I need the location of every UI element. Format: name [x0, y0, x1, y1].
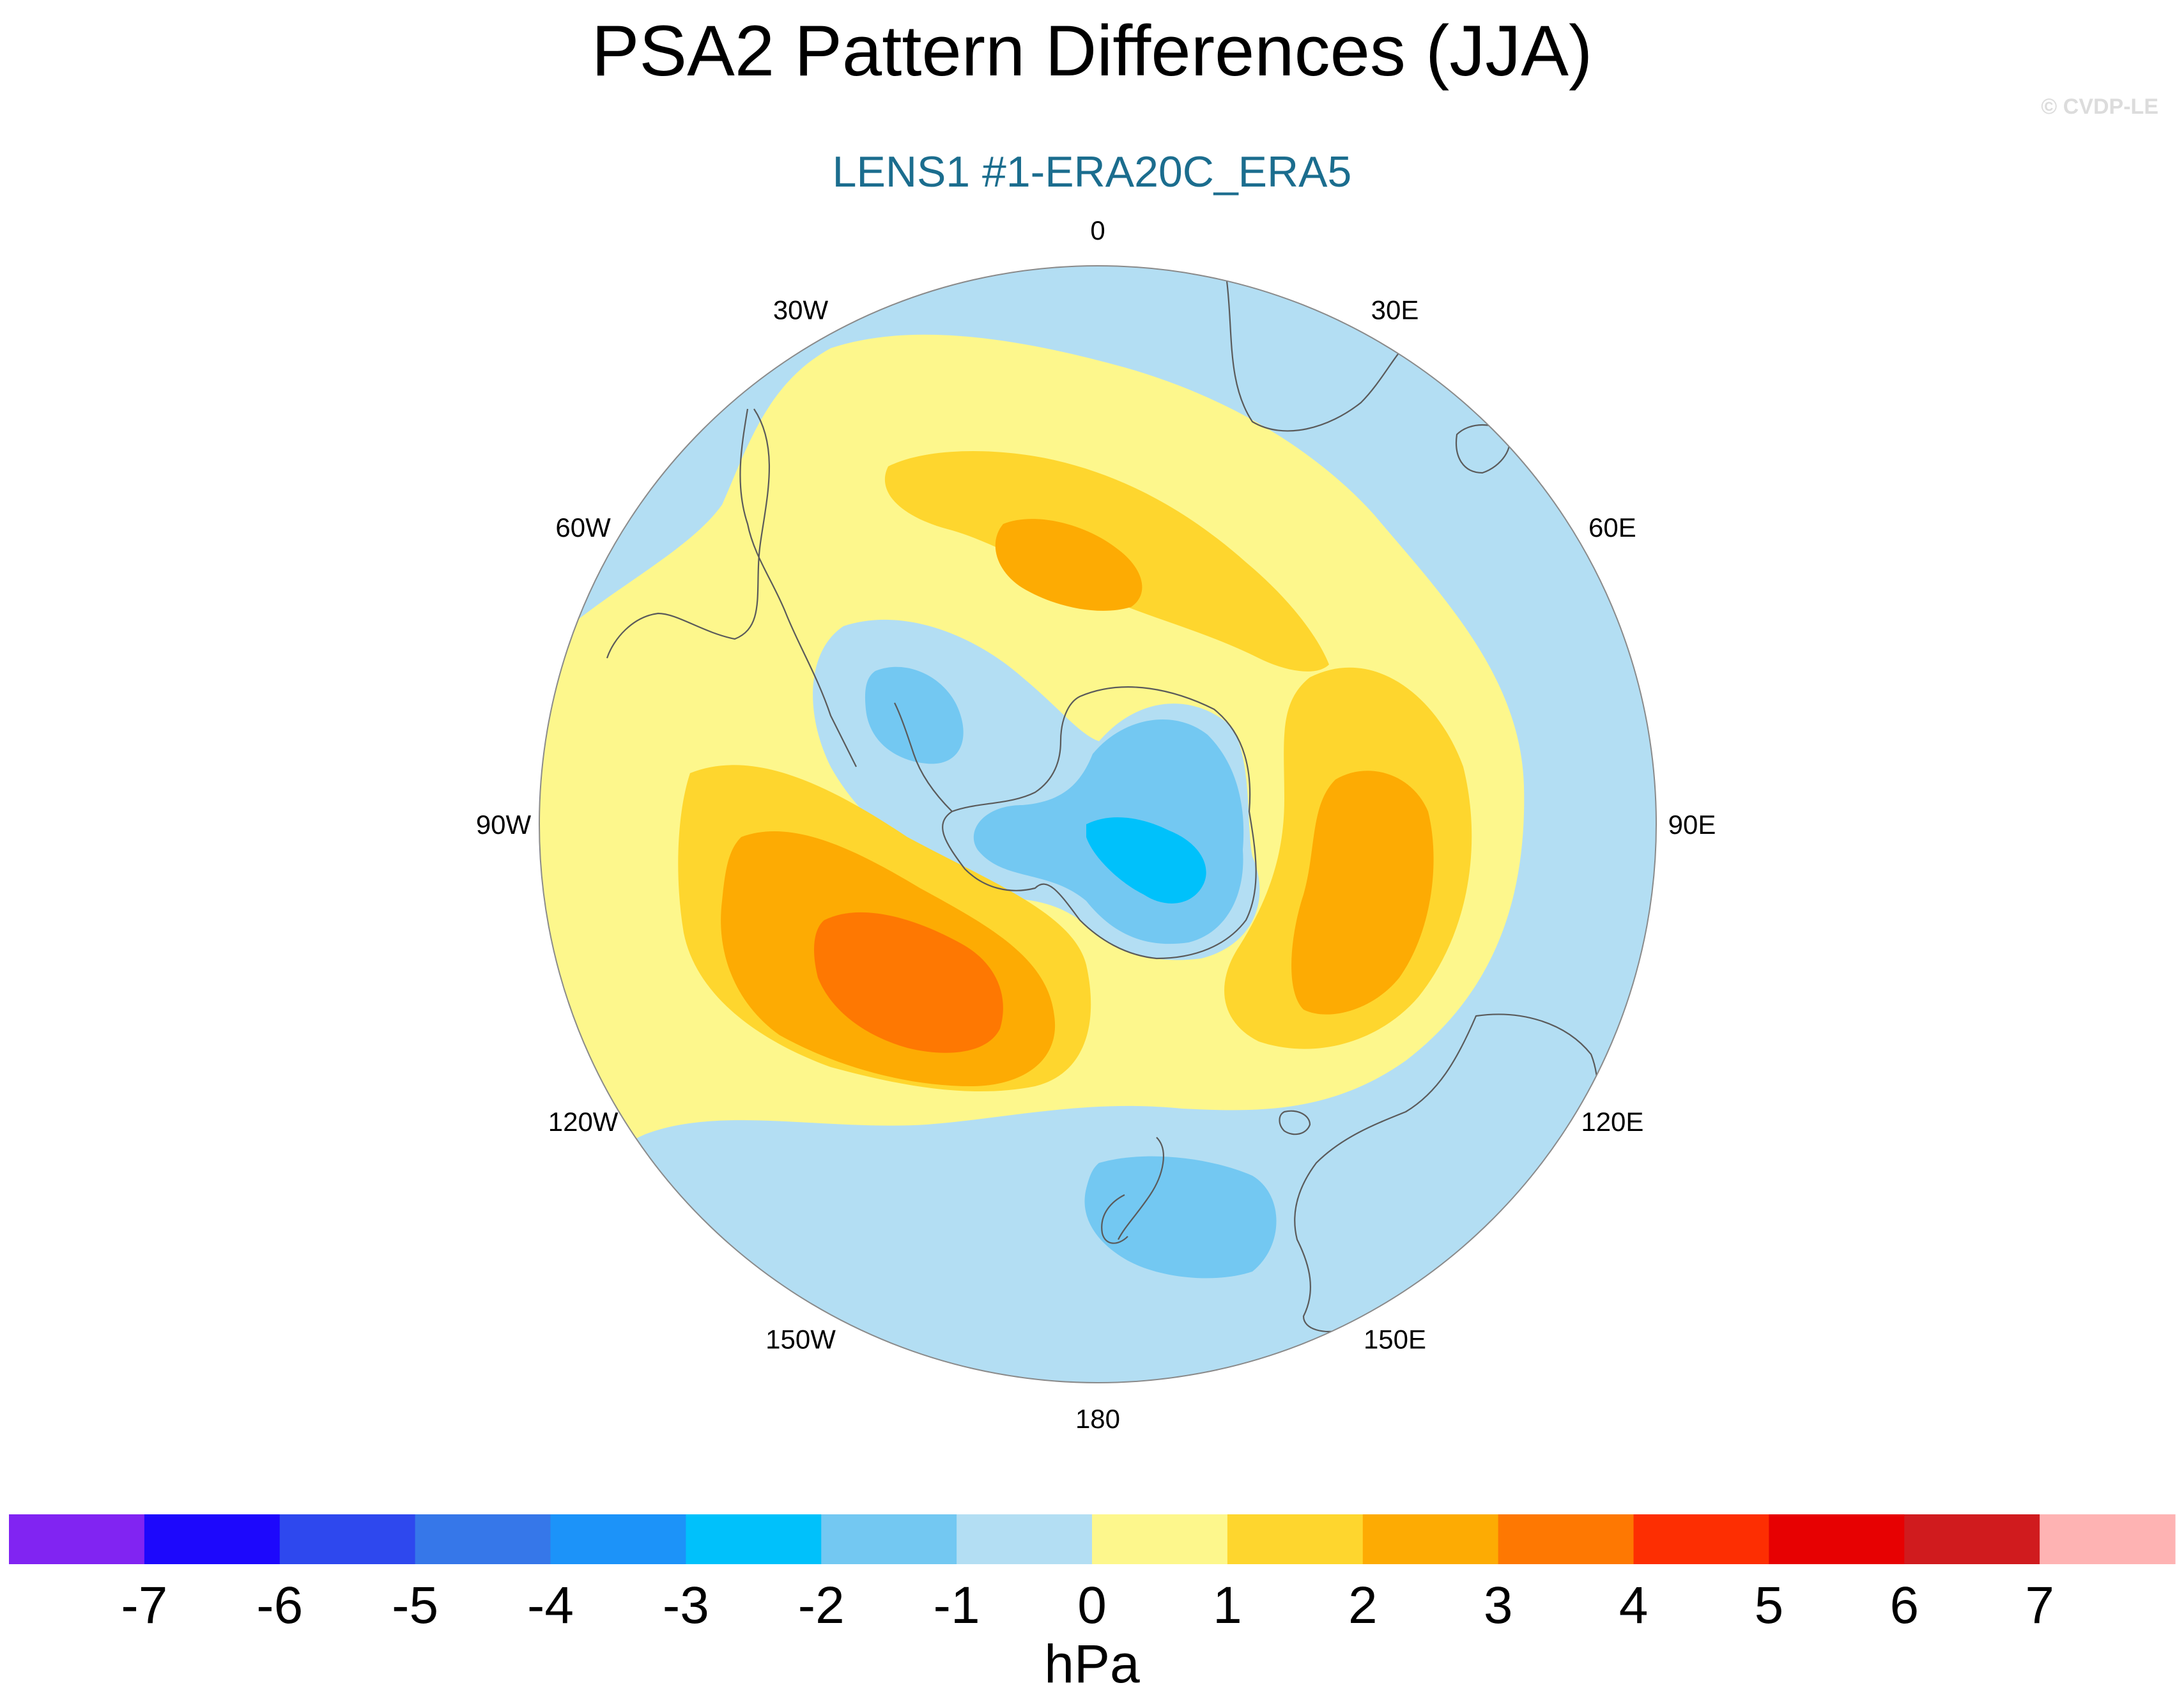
- contour-negative-1-2-ross: [1084, 1156, 1277, 1279]
- colorbar-box-3: [415, 1514, 551, 1564]
- colorbar-box-12: [1633, 1514, 1769, 1564]
- colorbar-tick-label: -3: [663, 1576, 709, 1634]
- colorbar-box-11: [1498, 1514, 1634, 1564]
- colorbar-box-0: [9, 1514, 145, 1564]
- contour-positive-3-4-amundsen: [814, 912, 1003, 1053]
- lon-label-90e: 90E: [1668, 810, 1716, 840]
- contour-fields: [539, 334, 1525, 1279]
- colorbar-box-8: [1092, 1514, 1228, 1564]
- longitude-labels: 0 30E 60E 90E 120E 150E 180 150W 120W 90W 60W 30W: [476, 215, 1716, 1434]
- coastline-antarctic-peninsula: [894, 702, 953, 812]
- contour-positive-2-3-indian: [1291, 771, 1434, 1015]
- lon-label-60w: 60W: [555, 512, 611, 542]
- lon-label-180: 180: [1075, 1404, 1120, 1434]
- coastline-tasmania: [1279, 1110, 1311, 1135]
- coastline-new-zealand: [1101, 1137, 1164, 1244]
- contour-negative-1-2-weddell: [865, 666, 964, 764]
- lon-label-90w: 90W: [476, 810, 532, 840]
- colorbar-labels: -7 -6 -5 -4 -3 -2 -1 0 1 2 3 4 5 6 7: [121, 1576, 2054, 1634]
- colorbar-box-9: [1227, 1514, 1364, 1564]
- colorbar-tick-label: -4: [527, 1576, 574, 1634]
- coastline-south-america: [606, 408, 857, 767]
- colorbar-tick-label: 4: [1619, 1576, 1649, 1634]
- lon-label-120w: 120W: [548, 1107, 619, 1137]
- colorbar-box-5: [686, 1514, 822, 1564]
- contour-negative-2-3-core: [1086, 817, 1206, 903]
- colorbar-tick-label: 6: [1889, 1576, 1919, 1634]
- coastline-antarctica: [942, 686, 1257, 960]
- colorbar-units: hPa: [1044, 1634, 1140, 1694]
- plot-subtitle: LENS1 #1-ERA20C_ERA5: [833, 148, 1352, 196]
- colorbar-tick-label: -1: [934, 1576, 980, 1634]
- figure-title: PSA2 Pattern Differences (JJA): [592, 11, 1593, 91]
- colorbar-tick-label: 5: [1755, 1576, 1784, 1634]
- colorbar-box-13: [1769, 1514, 1905, 1564]
- colorbar-tick-label: 2: [1348, 1576, 1378, 1634]
- colorbar-boxes: [9, 1514, 2176, 1564]
- colorbar-tick-label: 0: [1077, 1576, 1107, 1634]
- colorbar-tick-label: -6: [256, 1576, 303, 1634]
- map-boundary-ring: [539, 265, 1657, 1383]
- lon-label-150e: 150E: [1364, 1324, 1426, 1354]
- lon-label-30w: 30W: [773, 295, 829, 325]
- colorbar-tick-label: -7: [121, 1576, 167, 1634]
- colorbar-tick-label: -2: [798, 1576, 845, 1634]
- coastline-africa: [1226, 281, 1406, 432]
- coastline-madagascar: [1455, 424, 1511, 474]
- colorbar-tick-label: 3: [1484, 1576, 1513, 1634]
- colorbar-box-6: [821, 1514, 957, 1564]
- colorbar-box-10: [1362, 1514, 1499, 1564]
- colorbar: -7 -6 -5 -4 -3 -2 -1 0 1 2 3 4 5 6 7 hPa: [9, 1514, 2176, 1694]
- colorbar-box-1: [144, 1514, 281, 1564]
- colorbar-box-7: [957, 1514, 1093, 1564]
- lon-label-60e: 60E: [1588, 512, 1636, 542]
- copyright-notice: © CVDP-LE: [2041, 95, 2158, 119]
- colorbar-box-15: [2040, 1514, 2176, 1564]
- lon-label-30e: 30E: [1371, 295, 1419, 325]
- colorbar-tick-label: 7: [2025, 1576, 2054, 1634]
- colorbar-box-14: [1904, 1514, 2040, 1564]
- colorbar-tick-label: -5: [392, 1576, 438, 1634]
- contour-positive-2-3-atlantic: [995, 519, 1142, 611]
- colorbar-tick-label: 1: [1213, 1576, 1242, 1634]
- polar-map: 0 30E 60E 90E 120E 150E 180 150W 120W 90W 60W 30W: [476, 215, 1716, 1434]
- colorbar-box-4: [550, 1514, 686, 1564]
- lon-label-120e: 120E: [1581, 1107, 1643, 1137]
- lon-label-150w: 150W: [765, 1324, 836, 1354]
- colorbar-box-2: [279, 1514, 416, 1564]
- lon-label-0: 0: [1090, 215, 1105, 245]
